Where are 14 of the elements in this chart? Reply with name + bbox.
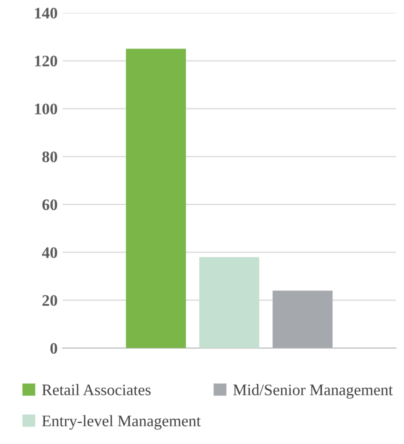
bar (272, 290, 333, 348)
legend-label: Mid/Senior Management (233, 384, 393, 399)
legend-label: Entry-level Management (42, 415, 201, 430)
y-tick-label: 100 (35, 104, 58, 114)
bar (126, 48, 186, 348)
y-tick-label: 0 (50, 343, 58, 354)
y-tick-label: 80 (42, 151, 58, 162)
legend-label: Retail Associates (42, 384, 151, 396)
y-tick-label: 40 (42, 247, 58, 258)
y-tick-label: 60 (42, 199, 58, 210)
y-tick-label: 140 (35, 8, 58, 19)
y-tick-label: 120 (35, 56, 58, 66)
y-tick-label: 20 (42, 295, 58, 306)
bar (199, 257, 260, 348)
